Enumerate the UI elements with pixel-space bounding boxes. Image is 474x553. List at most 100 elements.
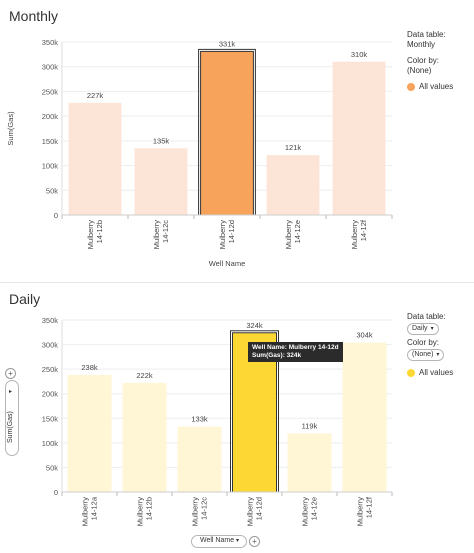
y-axis-title: Sum(Gas) (6, 111, 15, 146)
bar-data-label: 324k (246, 321, 263, 330)
bar-data-label: 133k (191, 415, 208, 424)
y-axis-selector[interactable]: ▸ Sum(Gas) (5, 380, 19, 456)
x-tick-label-line: Mulberry (218, 220, 227, 249)
x-tick-label-line: 14-12d (227, 220, 236, 243)
x-tick-label-line: Mulberry (191, 497, 200, 526)
add-y-axis-button[interactable]: + (5, 368, 16, 379)
y-tick-label: 0 (54, 211, 58, 220)
y-tick-label: 250k (42, 87, 59, 96)
legend-item-all-values[interactable]: All values (407, 368, 453, 377)
legend-item-all-values[interactable]: All values (407, 82, 453, 91)
x-tick-label-line: Mulberry (86, 220, 95, 249)
bar (122, 382, 167, 492)
bar (266, 155, 320, 215)
monthly-legend: Data table: Monthly Color by: (None) All… (407, 30, 453, 91)
bar-data-label: 238k (81, 363, 98, 372)
chevron-down-icon: ▾ (436, 352, 440, 358)
bar-data-label: 227k (87, 91, 104, 100)
y-tick-label: 150k (42, 414, 59, 423)
y-tick-label: 350k (42, 316, 59, 325)
color-by-label: Color by: (407, 338, 440, 347)
bar-data-label: 135k (153, 136, 170, 145)
y-tick-label: 100k (42, 162, 59, 171)
y-tick-label: 50k (46, 186, 58, 195)
color-by-value: (None) (412, 351, 434, 358)
color-by-value[interactable]: (None) (407, 66, 432, 75)
panel-divider (0, 282, 474, 283)
tooltip-line-well-name: Well Name: Mulberry 14-12d (252, 344, 339, 351)
legend-swatch-icon (407, 368, 415, 377)
bar (134, 148, 188, 215)
bar-data-label: 121k (285, 143, 302, 152)
tooltip-line-sum-gas: Sum(Gas): 324k (252, 352, 302, 359)
y-tick-label: 200k (42, 112, 59, 121)
bar-tooltip: Well Name: Mulberry 14-12d Sum(Gas): 324… (248, 342, 343, 362)
x-tick-label: Mulberry 14-12f (350, 219, 368, 249)
x-axis-title: Well Name (209, 259, 246, 268)
bar-data-label: 310k (351, 50, 368, 59)
x-tick-label: Mulberry 14-12d (246, 497, 264, 526)
x-tick-label: Mulberry 14-12e (301, 497, 319, 526)
x-tick-label-line: Mulberry (81, 497, 90, 526)
x-tick-label: Mulberry 14-12c (191, 497, 209, 526)
x-tick-label-line: Mulberry (301, 497, 310, 526)
y-tick-label: 100k (42, 439, 59, 448)
x-tick-label-line: Mulberry (284, 220, 293, 249)
chevron-down-icon: ▾ (236, 538, 240, 544)
x-tick-label-line: 14-12d (255, 497, 264, 520)
x-tick-label-line: Mulberry (246, 497, 255, 526)
x-tick-label-line: Mulberry (136, 497, 145, 526)
x-tick-label-line: 14-12f (359, 219, 368, 241)
y-tick-label: 250k (42, 365, 59, 374)
daily-title: Daily (9, 291, 41, 307)
bar (68, 102, 122, 215)
x-axis-selector[interactable]: Well Name ▾ (191, 535, 247, 548)
monthly-title: Monthly (9, 8, 59, 24)
data-table-label: Data table: (407, 312, 446, 321)
bar (67, 375, 112, 492)
x-tick-label-line: Mulberry (356, 497, 365, 526)
bar (287, 433, 332, 492)
bar (332, 61, 386, 216)
x-tick-label: Mulberry 14-12b (86, 220, 104, 249)
bar-data-label: 222k (136, 371, 153, 380)
data-table-value[interactable]: Monthly (407, 40, 436, 49)
data-table-value: Daily (412, 325, 428, 332)
y-tick-label: 0 (54, 488, 58, 497)
x-tick-label: Mulberry 14-12f (356, 496, 374, 526)
color-by-label: Color by: (407, 56, 440, 65)
daily-legend: Data table: Daily ▾ Color by: (None) ▾ All… (407, 312, 453, 377)
add-x-axis-button[interactable]: + (249, 536, 260, 547)
x-tick-label-line: Mulberry (350, 220, 359, 249)
chevron-down-icon: ▾ (430, 326, 434, 332)
data-table-dropdown[interactable]: Daily ▾ (407, 323, 439, 335)
x-tick-label-line: 14-12c (200, 497, 209, 520)
y-tick-label: 350k (42, 38, 59, 47)
legend-item-label: All values (419, 368, 454, 377)
x-tick-label-line: 14-12a (90, 496, 99, 520)
x-tick-label-line: 14-12b (145, 497, 154, 520)
y-tick-label: 200k (42, 390, 59, 399)
x-tick-label: Mulberry 14-12e (284, 220, 302, 249)
monthly-bar-chart[interactable]: 0 50k 100k 150k 200k 250k 300k 350k 227k Mulberry… (0, 0, 474, 275)
bar-data-label: 304k (356, 331, 373, 340)
x-axis-selector-label: Well Name (200, 537, 235, 544)
y-tick-label: 300k (42, 341, 59, 350)
y-tick-label: 300k (42, 63, 59, 72)
x-tick-label: Mulberry 14-12d (218, 220, 236, 249)
x-tick-label: Mulberry 14-12a (81, 496, 99, 526)
x-tick-label-line: Mulberry (152, 220, 161, 249)
x-tick-label: Mulberry 14-12c (152, 220, 170, 249)
bar (342, 342, 387, 492)
y-axis-selector-label: Sum(Gas) (7, 411, 14, 443)
x-tick-label-line: 14-12e (293, 220, 302, 243)
color-by-dropdown[interactable]: (None) ▾ (407, 349, 445, 361)
y-tick-label: 50k (46, 463, 58, 472)
x-tick-label-line: 14-12f (365, 496, 374, 518)
x-tick-label-line: 14-12c (161, 220, 170, 243)
legend-item-label: All values (419, 82, 454, 91)
x-tick-label-line: 14-12b (95, 220, 104, 243)
legend-swatch-icon (407, 82, 415, 91)
y-tick-label: 150k (42, 137, 59, 146)
